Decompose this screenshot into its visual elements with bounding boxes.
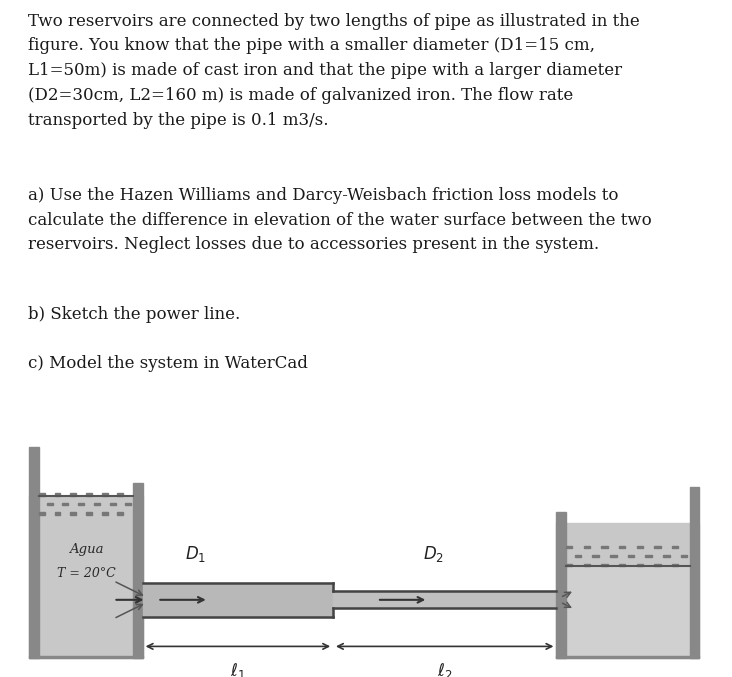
Bar <box>47 502 53 505</box>
Bar <box>637 564 643 566</box>
Text: $D_2$: $D_2$ <box>423 544 444 564</box>
Bar <box>646 555 652 557</box>
Bar <box>86 493 92 496</box>
Bar <box>29 655 143 658</box>
Bar <box>583 546 590 548</box>
Bar <box>654 546 661 548</box>
Bar <box>39 493 45 496</box>
Bar <box>556 655 699 658</box>
Text: $D_1$: $D_1$ <box>185 544 206 564</box>
Bar <box>681 555 687 557</box>
Bar <box>566 564 572 566</box>
Bar <box>619 546 625 548</box>
Text: a) Use the Hazen Williams and Darcy-Weisbach friction loss models to
calculate t: a) Use the Hazen Williams and Darcy-Weis… <box>28 187 651 253</box>
Bar <box>601 546 608 548</box>
Bar <box>672 564 679 566</box>
Bar <box>654 564 661 566</box>
Bar <box>575 555 581 557</box>
Bar <box>663 555 670 557</box>
Bar <box>601 564 608 566</box>
Bar <box>70 493 76 496</box>
Bar <box>619 564 625 566</box>
Bar <box>637 546 643 548</box>
Bar <box>117 512 124 515</box>
Bar <box>102 512 108 515</box>
Bar <box>62 502 68 505</box>
Text: Agua: Agua <box>69 543 103 556</box>
Bar <box>39 512 45 515</box>
Bar <box>143 583 333 617</box>
Bar <box>556 523 566 658</box>
Bar <box>125 502 131 505</box>
Bar <box>102 493 108 496</box>
Text: $\ell_2$: $\ell_2$ <box>437 661 452 677</box>
Bar <box>54 493 61 496</box>
Bar <box>54 512 61 515</box>
Bar <box>86 512 92 515</box>
Bar <box>566 546 572 548</box>
Bar <box>94 502 100 505</box>
Text: c) Model the system in WaterCad: c) Model the system in WaterCad <box>28 355 307 372</box>
Bar <box>690 487 699 658</box>
Bar <box>628 555 635 557</box>
Bar <box>110 502 116 505</box>
Bar <box>672 546 679 548</box>
Bar <box>29 447 39 658</box>
Text: Two reservoirs are connected by two lengths of pipe as illustrated in the
figure: Two reservoirs are connected by two leng… <box>28 13 640 129</box>
Bar <box>133 496 143 658</box>
Text: $\ell_1$: $\ell_1$ <box>230 661 246 677</box>
Text: b) Sketch the power line.: b) Sketch the power line. <box>28 307 240 324</box>
Bar <box>583 564 590 566</box>
Bar <box>117 493 124 496</box>
Bar <box>556 512 566 523</box>
Bar <box>566 566 690 655</box>
Bar <box>592 555 599 557</box>
Bar <box>70 512 76 515</box>
Bar <box>133 483 143 496</box>
Bar <box>78 502 84 505</box>
Text: T = 20°C: T = 20°C <box>56 567 116 580</box>
Bar <box>333 591 556 609</box>
Bar <box>29 496 143 658</box>
Bar <box>556 523 699 658</box>
Bar <box>610 555 616 557</box>
